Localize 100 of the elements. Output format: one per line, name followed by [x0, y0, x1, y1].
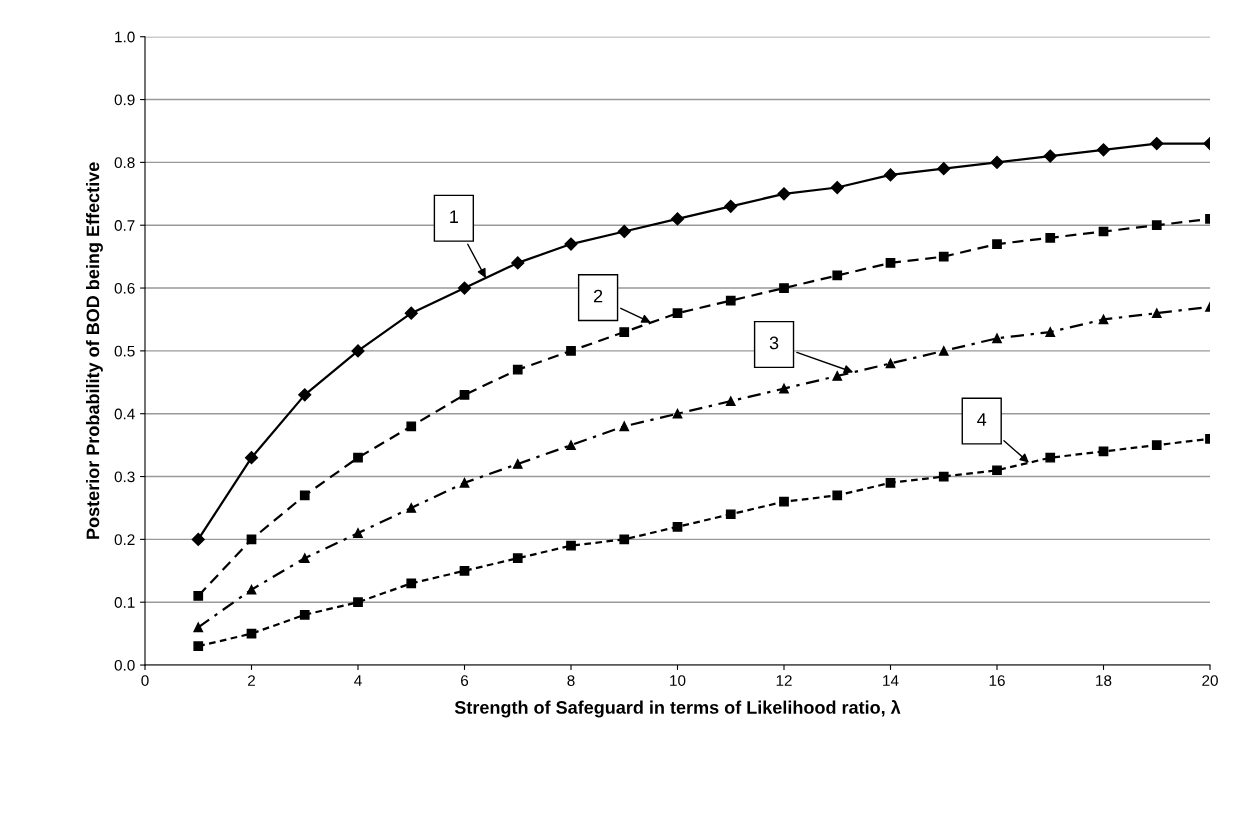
- annotation: 4: [977, 413, 987, 426]
- annotation: 1: [450, 210, 458, 223]
- point: [512, 459, 523, 469]
- y-tick-label: 0.7: [114, 220, 135, 231]
- point: [938, 346, 949, 356]
- point: [406, 503, 417, 513]
- point: [299, 490, 310, 501]
- point: [1151, 220, 1162, 231]
- point: [566, 440, 576, 450]
- point: [1150, 136, 1164, 151]
- x-tick-label: 4: [354, 675, 362, 686]
- point: [725, 509, 736, 520]
- point: [191, 532, 205, 546]
- point: [193, 622, 204, 633]
- point: [404, 306, 418, 320]
- point: [193, 591, 204, 601]
- point: [885, 477, 896, 488]
- point: [1045, 452, 1056, 463]
- point: [299, 553, 310, 564]
- point: [353, 597, 363, 608]
- point: [937, 162, 951, 176]
- point: [990, 155, 1004, 169]
- point: [617, 224, 631, 239]
- point: [779, 383, 789, 394]
- x-tick-label: 2: [248, 675, 255, 686]
- point: [832, 371, 843, 381]
- point: [670, 212, 685, 226]
- annotation: 2: [593, 289, 603, 303]
- x-tick-label: 6: [461, 675, 469, 686]
- point: [619, 534, 630, 545]
- point: [1151, 440, 1162, 450]
- y-axis-title: Posterior Probability of BOD being Effective: [86, 162, 103, 539]
- point: [672, 308, 683, 319]
- x-tick-label: 0: [141, 675, 149, 686]
- point: [457, 281, 472, 295]
- point: [832, 270, 843, 281]
- point: [353, 452, 363, 463]
- point: [779, 496, 789, 507]
- point: [992, 465, 1002, 476]
- point: [564, 237, 578, 251]
- point: [885, 258, 896, 268]
- point: [246, 584, 257, 595]
- point: [511, 256, 525, 270]
- y-tick-label: 0.4: [114, 408, 135, 420]
- point: [725, 295, 736, 306]
- x-tick-label: 20: [1202, 675, 1218, 686]
- point: [779, 283, 789, 293]
- y-tick-label: 1.0: [115, 31, 135, 43]
- x-tick-label: 14: [883, 675, 899, 686]
- x-tick-label: 18: [1096, 675, 1112, 686]
- y-tick-label: 0.0: [114, 659, 135, 671]
- point: [1151, 308, 1162, 319]
- point: [672, 408, 683, 419]
- point: [777, 187, 791, 201]
- y-tick-label: 0.3: [114, 471, 135, 483]
- point: [298, 388, 312, 402]
- point: [832, 490, 843, 501]
- point: [512, 364, 523, 375]
- point: [193, 641, 204, 652]
- point: [992, 333, 1002, 344]
- point: [512, 553, 523, 564]
- point: [351, 344, 365, 358]
- point: [724, 199, 738, 213]
- point: [406, 421, 417, 432]
- x-tick-label: 12: [776, 675, 792, 686]
- point: [725, 396, 736, 407]
- point: [619, 327, 630, 337]
- x-tick-label: 16: [989, 675, 1005, 686]
- point: [885, 358, 896, 369]
- point: [459, 477, 470, 488]
- point: [459, 390, 470, 400]
- point: [938, 251, 949, 262]
- y-tick-label: 0.6: [114, 282, 135, 294]
- y-tick-label: 0.2: [114, 534, 135, 546]
- point: [883, 168, 898, 182]
- point: [299, 609, 310, 620]
- y-tick-label: 0.1: [114, 597, 135, 608]
- point: [1045, 327, 1056, 337]
- point: [566, 540, 576, 551]
- point: [244, 451, 259, 465]
- point: [830, 180, 844, 195]
- x-tick-label: 10: [670, 675, 686, 686]
- point: [1096, 143, 1111, 157]
- point: [619, 421, 630, 432]
- point: [1043, 149, 1057, 163]
- point: [1045, 232, 1056, 243]
- y-tick-label: 0.5: [114, 345, 135, 357]
- x-tick-label: 8: [567, 675, 575, 686]
- annotation: 3: [769, 336, 779, 350]
- point: [1098, 314, 1109, 325]
- y-tick-label: 0.8: [114, 157, 135, 169]
- x-axis-title: Strength of Safeguard in terms of Likelihood ratio, λ: [454, 700, 901, 718]
- point: [406, 578, 417, 589]
- point: [672, 521, 683, 532]
- point: [938, 471, 949, 482]
- point: [992, 239, 1002, 249]
- y-tick-label: 0.9: [114, 94, 135, 106]
- point: [459, 565, 470, 576]
- point: [566, 346, 576, 356]
- point: [353, 528, 363, 538]
